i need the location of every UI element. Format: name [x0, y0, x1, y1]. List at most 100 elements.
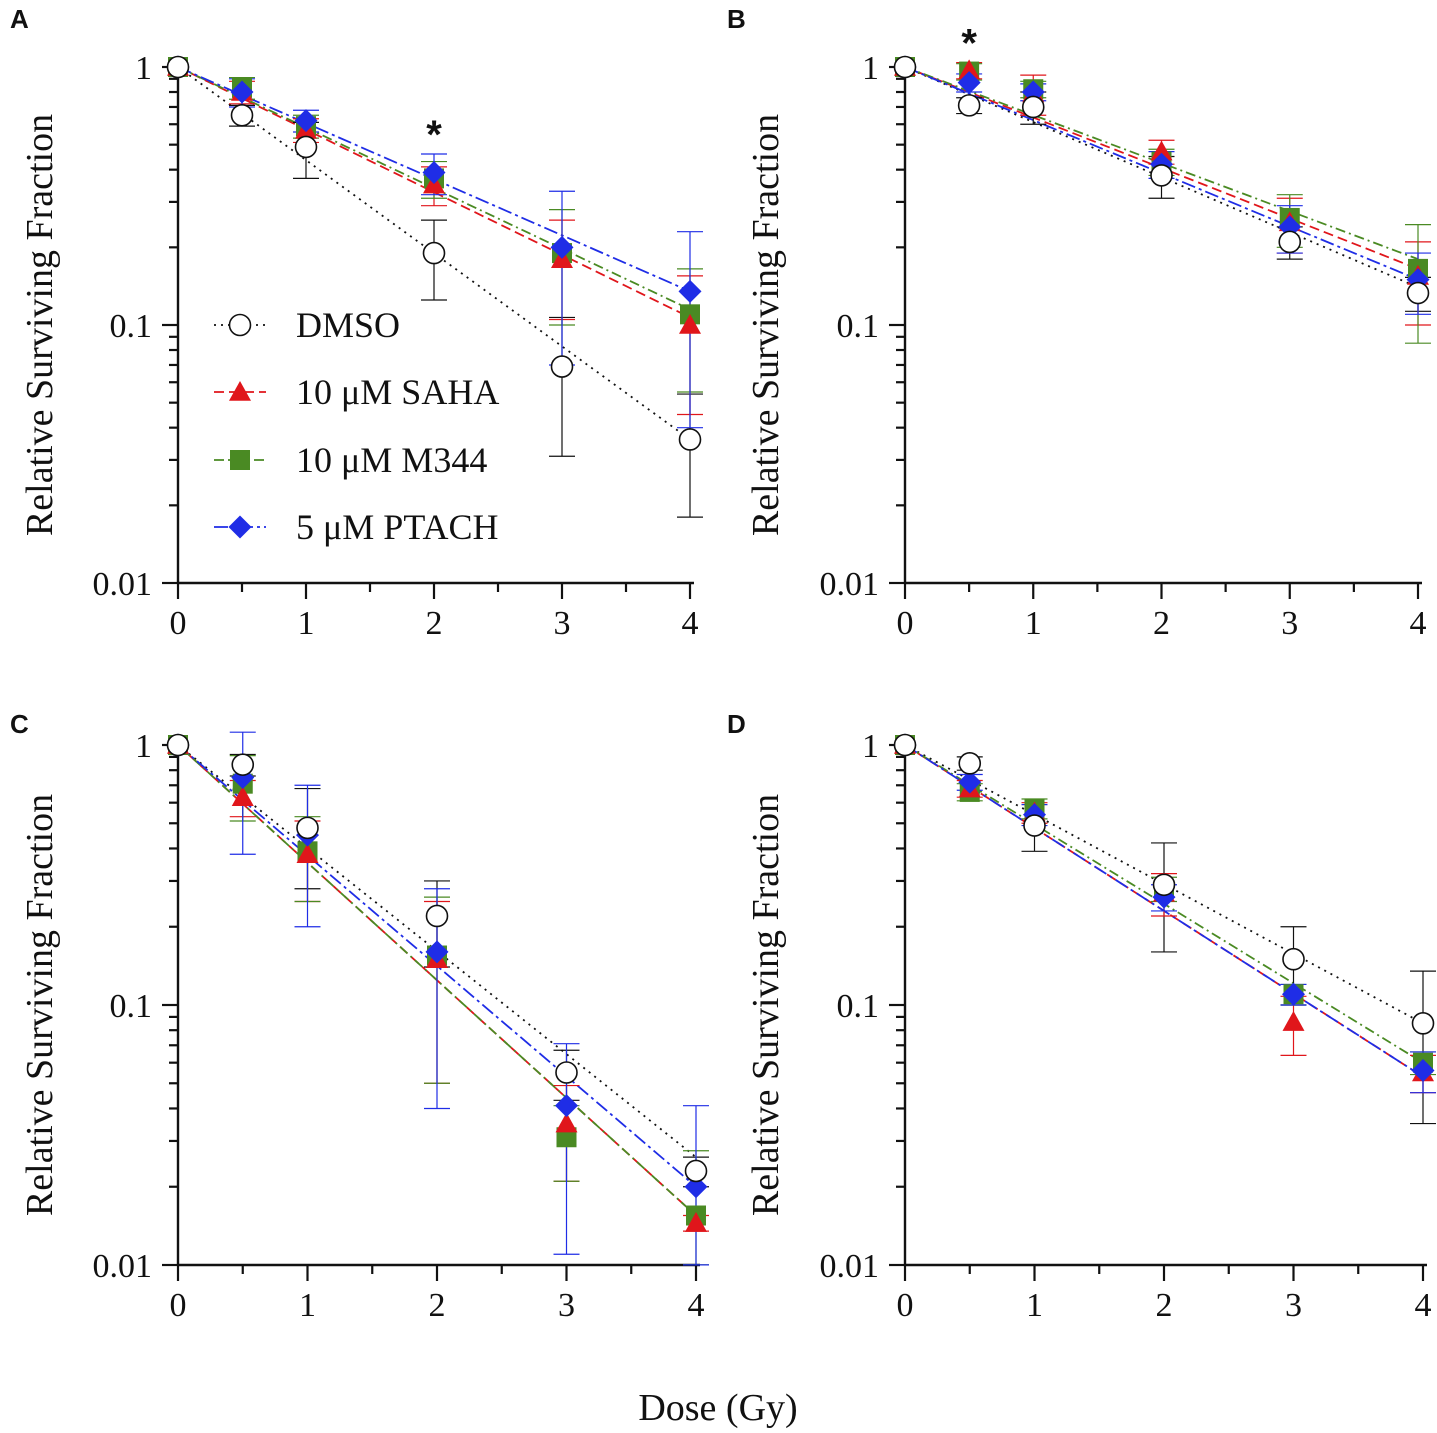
x-tick-label-d: 1 [1026, 1287, 1043, 1324]
x-tick-label-b: 4 [1410, 605, 1427, 642]
data-point-ptach-d [958, 770, 982, 794]
legend-item-saha: 10 μM SAHA [214, 372, 499, 412]
data-point-ptach-a [294, 109, 318, 133]
y-axis-label-b: Relative Surviving Fraction [745, 114, 787, 536]
error-bar-dmso-d [1410, 970, 1436, 1125]
data-point-dmso-d [1152, 873, 1176, 897]
data-point-dmso-d [1411, 1012, 1435, 1035]
panel-d: D 0 1 2 3 4 1 0.1 0.01 Relative Surviving Fractio… [727, 709, 1436, 1324]
x-tick-label-b: 0 [897, 605, 914, 642]
figure-x-axis-label: Dose (Gy) [638, 1387, 797, 1429]
panel-b: B 0 1 2 3 4 1 0.1 0.01 Relative Surviving Fractio… [727, 4, 1431, 642]
data-point-saha-c [231, 786, 254, 806]
data-point-saha-c [296, 843, 319, 864]
y-tick-label-a: 1 [135, 50, 152, 87]
y-tick-label-c: 0.01 [93, 1248, 153, 1285]
data-point-dmso-a [678, 428, 702, 451]
data-point-ptach-b [957, 71, 981, 95]
data-point-saha-c [685, 1212, 707, 1232]
data-point-dmso-a [230, 103, 254, 127]
fit-line-ptach-c [177, 744, 697, 1188]
panel-letter-a: A [10, 4, 29, 34]
x-tick-label-b: 3 [1281, 605, 1298, 642]
significance-star-b: * [961, 22, 977, 66]
data-point-dmso-d [1023, 814, 1046, 837]
data-point-dmso-b [1406, 281, 1430, 305]
legend: DMSO 10 μM SAHA 10 μM M344 5 μM PTACH [214, 305, 499, 547]
panel-letter-c: C [10, 709, 29, 739]
x-tick-label-a: 1 [298, 605, 315, 642]
significance-star-a: * [426, 113, 442, 157]
data-point-dmso-c [166, 733, 190, 757]
y-tick-label-a: 0.1 [110, 308, 153, 345]
legend-marker-ptach [228, 515, 252, 539]
x-tick-label-a: 2 [426, 605, 443, 642]
data-point-dmso-b [1021, 95, 1045, 119]
data-point-ptach-a [422, 161, 446, 185]
y-tick-label-d: 0.1 [837, 988, 880, 1025]
y-axis-label-d: Relative Surviving Fraction [745, 794, 787, 1216]
y-tick-label-c: 1 [135, 728, 152, 765]
x-tick-label-a: 0 [170, 605, 187, 642]
data-point-dmso-c [425, 904, 449, 928]
y-axis-label-a: Relative Surviving Fraction [19, 114, 61, 536]
data-point-dmso-c [684, 1159, 708, 1183]
y-tick-label-b: 1 [862, 50, 879, 87]
y-tick-label-c: 0.1 [110, 988, 153, 1025]
legend-item-ptach: 5 μM PTACH [214, 507, 498, 547]
data-point-saha-a [679, 314, 701, 334]
y-tick-label-b: 0.01 [820, 566, 880, 603]
data-point-dmso-b [957, 94, 981, 117]
legend-marker-m344 [230, 450, 250, 470]
data-point-dmso-a [422, 241, 446, 265]
x-tick-label-c: 1 [299, 1287, 316, 1324]
panel-letter-d: D [727, 709, 746, 739]
data-point-ptach-a [230, 80, 254, 104]
x-tick-label-c: 3 [558, 1287, 575, 1324]
data-point-dmso-c [231, 753, 255, 776]
x-tick-label-d: 3 [1285, 1287, 1302, 1324]
data-point-dmso-d [1282, 947, 1305, 971]
data-point-dmso-c [296, 816, 319, 840]
data-point-dmso-b [893, 55, 917, 79]
data-point-saha-d [1282, 1011, 1305, 1031]
y-tick-label-b: 0.1 [837, 308, 880, 345]
legend-marker-dmso [228, 313, 252, 337]
data-point-dmso-a [294, 135, 318, 159]
legend-item-dmso: DMSO [214, 305, 400, 345]
data-point-saha-b [1150, 140, 1173, 161]
data-point-ptach-a [678, 279, 702, 303]
panel-a: A 0 1 2 3 4 1 0.1 0.01 Relative Surviving Fractio… [10, 4, 703, 642]
x-tick-label-d: 4 [1415, 1287, 1432, 1324]
y-axis-label-c: Relative Surviving Fraction [19, 794, 61, 1216]
legend-marker-saha [229, 381, 251, 401]
x-tick-label-a: 4 [682, 605, 699, 642]
data-point-dmso-a [166, 55, 190, 79]
x-tick-label-b: 1 [1025, 605, 1042, 642]
data-point-ptach-d [1282, 982, 1305, 1006]
data-point-ptach-c [684, 1175, 708, 1199]
data-point-ptach-c [555, 1094, 578, 1118]
data-point-dmso-b [1150, 164, 1173, 187]
data-point-saha-b [958, 59, 981, 80]
x-tick-label-a: 3 [554, 605, 571, 642]
legend-label-ptach: 5 μM PTACH [296, 507, 498, 547]
x-tick-label-c: 4 [688, 1287, 705, 1324]
data-point-ptach-c [425, 940, 449, 964]
x-tick-label-c: 0 [170, 1287, 187, 1324]
data-point-dmso-d [893, 733, 917, 757]
fit-line-saha-a [177, 66, 691, 319]
data-point-ptach-d [1411, 1058, 1435, 1082]
panel-letter-b: B [727, 4, 746, 34]
data-point-ptach-a [550, 235, 574, 259]
y-tick-label-d: 1 [862, 728, 879, 765]
legend-label-m344: 10 μM M344 [296, 440, 487, 480]
data-point-dmso-d [958, 752, 982, 775]
panel-c: C 0 1 2 3 4 1 0.1 0.01 Relative Surviving Fractio… [10, 709, 709, 1324]
data-point-saha-c [555, 1112, 578, 1133]
x-tick-label-c: 2 [429, 1287, 446, 1324]
x-tick-label-d: 2 [1156, 1287, 1173, 1324]
data-point-dmso-a [550, 355, 574, 378]
legend-label-saha: 10 μM SAHA [296, 372, 499, 412]
